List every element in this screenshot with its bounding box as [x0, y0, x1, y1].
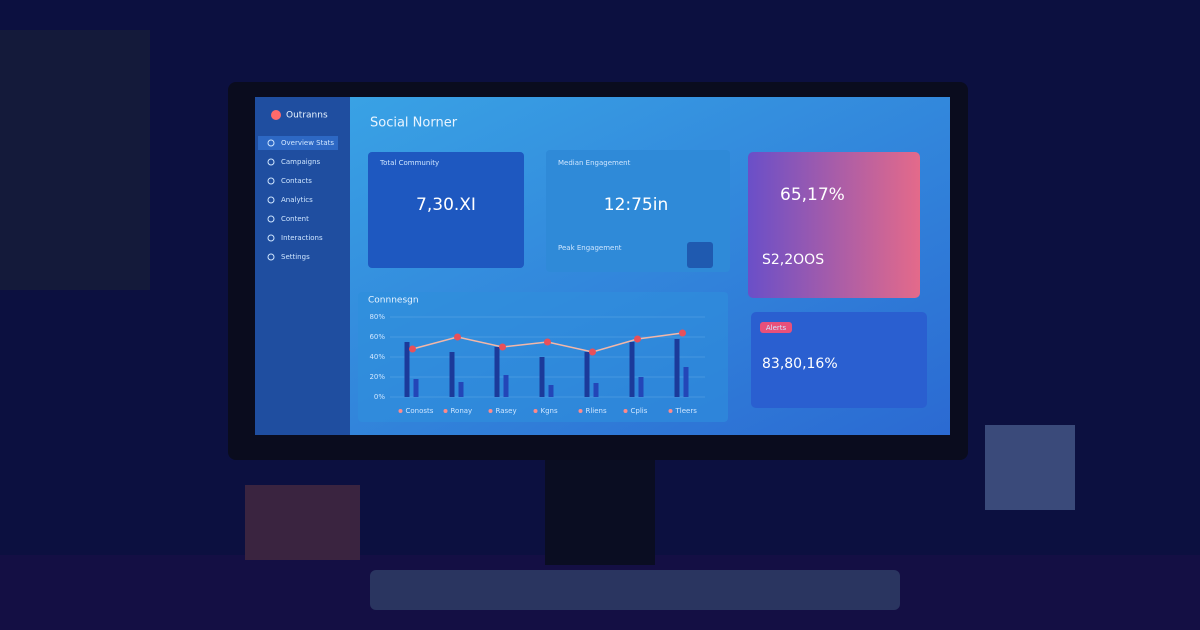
bar	[413, 379, 419, 397]
bar	[494, 347, 500, 397]
card	[546, 150, 730, 272]
card-value: 83,80,16%	[762, 356, 838, 372]
y-tick-label: 40%	[369, 353, 385, 361]
nav-icon	[267, 253, 275, 261]
badge-text: Alerts	[766, 324, 787, 332]
card	[368, 152, 524, 268]
y-tick-label: 20%	[369, 373, 385, 381]
brand: Outranns	[286, 111, 328, 121]
x-tick-label: Ronay	[451, 407, 473, 415]
card-value: 12:75in	[604, 195, 669, 215]
card-title: Total Community	[379, 159, 439, 167]
card	[751, 312, 927, 408]
bar	[683, 367, 689, 397]
legend-dot	[488, 409, 493, 413]
card-value: 7,30.XI	[416, 195, 476, 215]
card-value: S2,2OOS	[762, 252, 824, 268]
keyboard	[370, 570, 900, 610]
legend-dot	[623, 409, 628, 413]
bar	[674, 339, 680, 397]
nav-item: Campaigns	[281, 158, 321, 166]
nav-item: Analytics	[281, 196, 313, 204]
point	[679, 329, 686, 337]
x-tick-label: Rliens	[586, 407, 607, 415]
nav-icon	[267, 215, 275, 223]
badge	[760, 322, 792, 333]
window	[0, 30, 150, 290]
bar	[404, 342, 410, 397]
point	[499, 343, 506, 351]
legend-dot	[443, 409, 448, 413]
card-value: 65,17%	[780, 185, 845, 205]
legend-dot	[668, 409, 673, 413]
chart-title: Connnesgn	[368, 296, 419, 306]
logo	[271, 110, 281, 120]
bar	[584, 352, 590, 397]
button[interactable]	[687, 242, 713, 268]
nav-icon	[267, 158, 275, 166]
nav-icon	[267, 196, 275, 204]
x-tick-label: Rasey	[496, 407, 517, 415]
nav-icon	[267, 177, 275, 185]
card-footer: Peak Engagement	[558, 244, 622, 252]
bar	[548, 385, 554, 397]
nav-item: Overview Stats	[281, 139, 334, 147]
nav-icon	[267, 234, 275, 242]
point	[634, 335, 641, 343]
plant-pot	[985, 425, 1075, 510]
bar	[539, 357, 545, 397]
legend-dot	[533, 409, 538, 413]
bar	[593, 383, 599, 397]
nav-item: Content	[281, 215, 309, 223]
y-tick-label: 80%	[369, 313, 385, 321]
nav-active	[258, 136, 338, 150]
bar	[458, 382, 464, 397]
nav-icon	[267, 139, 275, 147]
bar	[629, 342, 635, 397]
page-title: Social Norner	[370, 116, 458, 131]
y-tick-label: 0%	[374, 393, 385, 401]
monitor-stand	[545, 455, 655, 565]
plant-pot	[245, 485, 360, 560]
legend-dot	[398, 409, 403, 413]
legend-dot	[578, 409, 583, 413]
card-title: Median Engagement	[558, 159, 631, 167]
nav-item: Settings	[281, 253, 310, 261]
point	[589, 348, 596, 356]
point	[544, 338, 551, 346]
x-tick-label: Conosts	[406, 407, 434, 415]
nav-item: Contacts	[281, 177, 312, 185]
sidebar	[255, 97, 350, 435]
point	[454, 333, 461, 341]
nav-item: Interactions	[281, 234, 323, 242]
bar	[449, 352, 455, 397]
x-tick-label: Tleers	[675, 407, 698, 415]
bar	[503, 375, 509, 397]
point	[409, 345, 416, 353]
x-tick-label: Cplis	[631, 407, 648, 415]
card	[748, 152, 920, 298]
bar	[638, 377, 644, 397]
y-tick-label: 60%	[369, 333, 385, 341]
x-tick-label: Kgns	[541, 407, 558, 415]
